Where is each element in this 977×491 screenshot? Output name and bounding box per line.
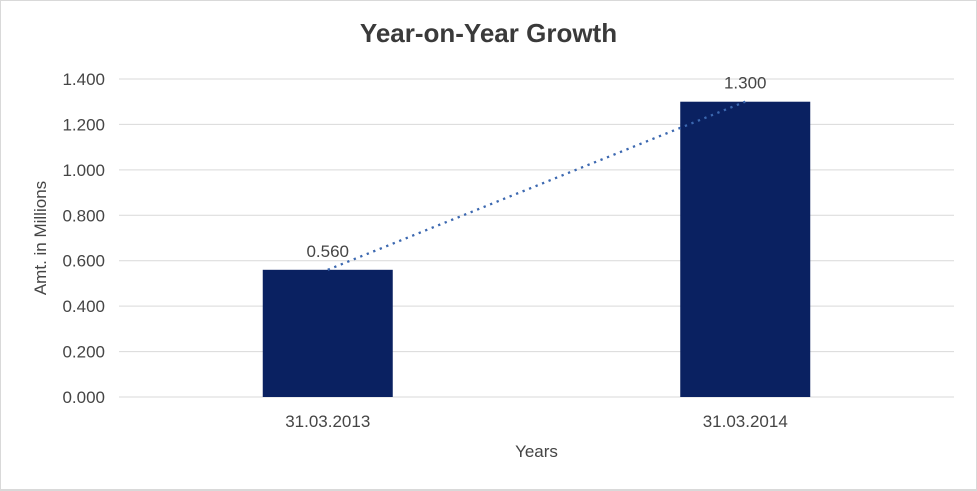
chart-title: Year-on-Year Growth [359,18,618,48]
y-axis-tick-label: 0.200 [62,343,105,362]
bar [262,269,393,397]
trendline [327,100,746,271]
y-axis-tick-label: 0.400 [62,297,105,316]
y-axis-tick-label: 0.000 [62,388,105,407]
y-axis-tick-label: 0.800 [62,206,105,225]
x-axis-tick-label: 31.03.2014 [703,412,788,431]
y-axis-tick-label: 1.400 [62,70,105,89]
x-axis-title: Years [515,442,558,461]
y-axis-tick-label: 1.000 [62,161,105,180]
bar-value-label: 0.560 [306,242,349,261]
bar [680,101,811,397]
y-axis-tick-label: 0.600 [62,252,105,271]
bar-value-label: 1.300 [724,74,767,93]
x-axis-tick-label: 31.03.2013 [285,412,370,431]
y-axis-tick-label: 1.200 [62,115,105,134]
